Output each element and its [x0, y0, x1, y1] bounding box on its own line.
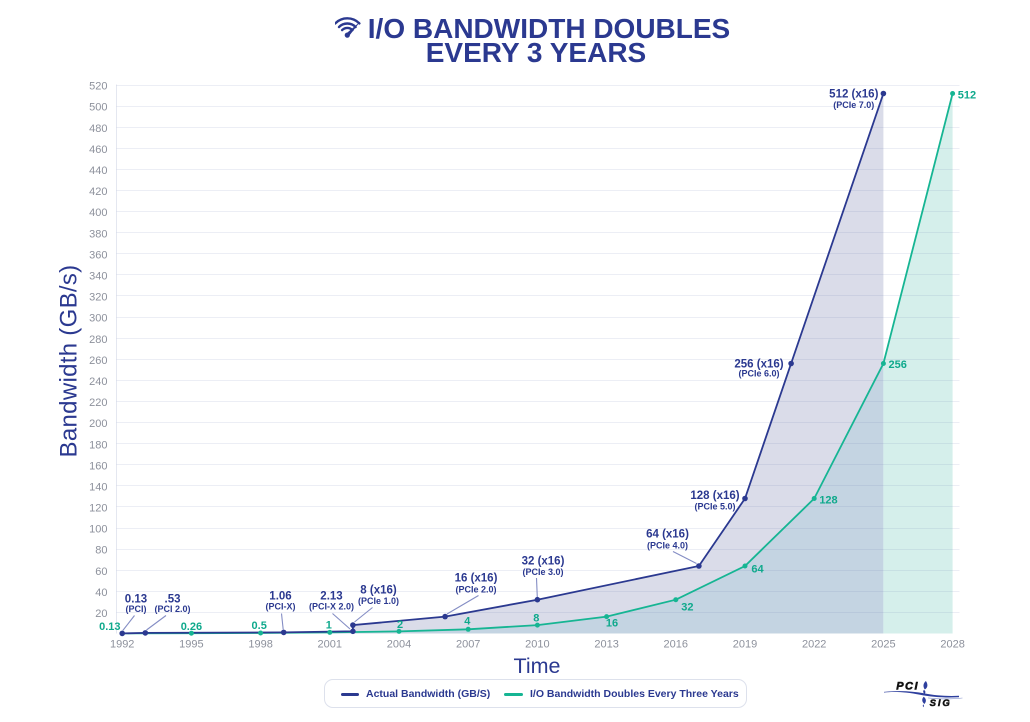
svg-text:20: 20 [95, 608, 107, 620]
svg-text:380: 380 [89, 228, 107, 240]
svg-text:16 (x16): 16 (x16) [455, 573, 498, 585]
svg-text:(PCIe 5.0): (PCIe 5.0) [694, 501, 735, 511]
svg-text:500: 500 [89, 102, 107, 114]
svg-text:(PCIe 7.0): (PCIe 7.0) [833, 100, 874, 110]
svg-text:(PCI-X): (PCI-X) [266, 601, 296, 611]
svg-text:16: 16 [606, 618, 618, 630]
svg-text:4: 4 [464, 616, 471, 628]
svg-text:256: 256 [889, 359, 907, 371]
svg-text:1.06: 1.06 [269, 591, 291, 603]
svg-text:(PCIe 1.0): (PCIe 1.0) [358, 596, 399, 606]
svg-text:(PCIe 2.0): (PCIe 2.0) [455, 584, 496, 594]
svg-text:260: 260 [89, 355, 107, 367]
svg-text:240: 240 [89, 376, 107, 388]
svg-text:300: 300 [89, 313, 107, 325]
svg-text:360: 360 [89, 249, 107, 261]
svg-text:40: 40 [95, 587, 107, 599]
svg-text:2007: 2007 [456, 638, 480, 650]
svg-text:256 (x16): 256 (x16) [734, 359, 783, 371]
svg-text:100: 100 [89, 524, 107, 536]
svg-text:32: 32 [681, 601, 693, 613]
svg-text:420: 420 [89, 186, 107, 198]
svg-text:32 (x16): 32 (x16) [522, 556, 565, 568]
svg-text:520: 520 [89, 81, 107, 93]
svg-text:400: 400 [89, 207, 107, 219]
svg-text:2025: 2025 [871, 638, 895, 650]
svg-text:2001: 2001 [318, 638, 342, 650]
svg-text:480: 480 [89, 123, 107, 135]
svg-text:(PCIe 4.0): (PCIe 4.0) [647, 540, 688, 550]
svg-text:512: 512 [958, 89, 976, 101]
svg-text:0.26: 0.26 [181, 621, 202, 633]
svg-text:2016: 2016 [664, 638, 688, 650]
svg-text:8 (x16): 8 (x16) [360, 585, 397, 597]
svg-text:160: 160 [89, 460, 107, 472]
svg-text:440: 440 [89, 165, 107, 177]
svg-text:2010: 2010 [525, 638, 549, 650]
svg-text:320: 320 [89, 292, 107, 304]
svg-text:2: 2 [397, 619, 403, 631]
svg-text:340: 340 [89, 271, 107, 283]
svg-text:60: 60 [95, 566, 107, 578]
svg-text:512 (x16): 512 (x16) [829, 89, 878, 101]
svg-text:(PCI): (PCI) [126, 604, 147, 614]
svg-text:220: 220 [89, 397, 107, 409]
svg-text:2019: 2019 [733, 638, 757, 650]
svg-text:(PCIe 6.0): (PCIe 6.0) [738, 369, 779, 379]
svg-text:SIG: SIG [930, 698, 952, 709]
svg-text:120: 120 [89, 503, 107, 515]
svg-text:2004: 2004 [387, 638, 411, 650]
svg-text:2.13: 2.13 [320, 591, 342, 603]
svg-text:2013: 2013 [594, 638, 618, 650]
svg-text:80: 80 [95, 545, 107, 557]
svg-text:(PCI 2.0): (PCI 2.0) [154, 604, 190, 614]
svg-text:1995: 1995 [179, 638, 203, 650]
svg-text:280: 280 [89, 334, 107, 346]
svg-text:128 (x16): 128 (x16) [690, 490, 739, 502]
svg-text:(PCIe 3.0): (PCIe 3.0) [522, 567, 563, 577]
svg-text:1992: 1992 [110, 638, 134, 650]
svg-text:.53: .53 [165, 594, 181, 606]
svg-text:0.13: 0.13 [99, 621, 120, 633]
svg-text:2022: 2022 [802, 638, 826, 650]
svg-text:200: 200 [89, 418, 107, 430]
svg-text:0.5: 0.5 [252, 620, 267, 632]
svg-text:460: 460 [89, 144, 107, 156]
svg-text:2028: 2028 [940, 638, 964, 650]
svg-text:128: 128 [819, 495, 837, 507]
svg-text:1998: 1998 [248, 638, 272, 650]
svg-text:(PCI-X 2.0): (PCI-X 2.0) [309, 601, 354, 611]
svg-text:64 (x16): 64 (x16) [646, 529, 689, 541]
svg-text:64: 64 [751, 563, 764, 575]
svg-text:180: 180 [89, 439, 107, 451]
svg-text:8: 8 [533, 613, 539, 625]
svg-text:0.13: 0.13 [125, 594, 147, 606]
svg-text:1: 1 [326, 620, 332, 632]
svg-text:140: 140 [89, 481, 107, 493]
svg-text:PCI: PCI [896, 681, 919, 693]
